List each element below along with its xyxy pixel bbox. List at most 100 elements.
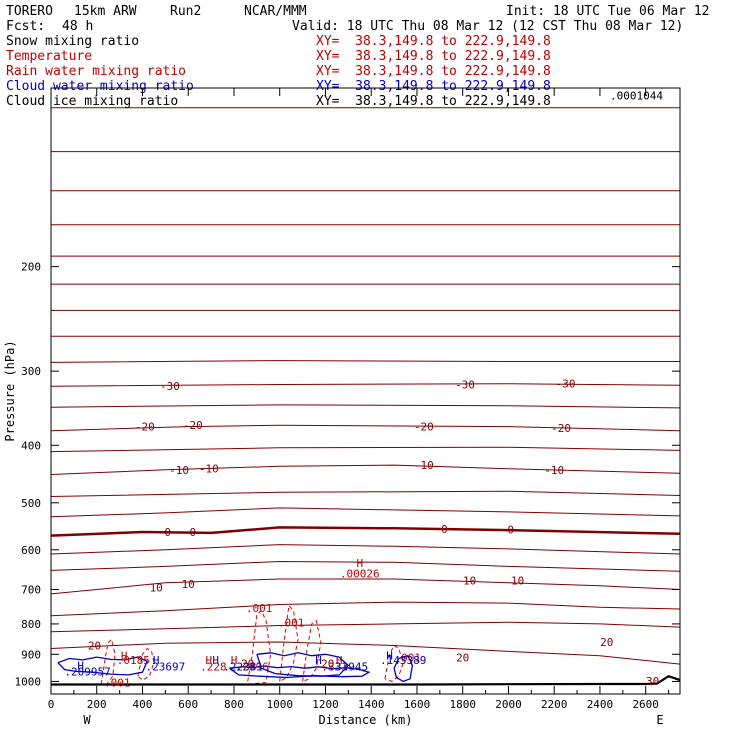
contour-label-6: -20	[551, 422, 571, 435]
contour-label-23: 20	[321, 657, 334, 670]
contour-label-9: -10	[414, 459, 434, 472]
header-run: Run2	[170, 4, 202, 19]
x-tick-label-0: 0	[48, 698, 55, 711]
y-tick-label-1: 300	[21, 365, 41, 378]
contour-label-10: -10	[544, 464, 564, 477]
isotherm-9	[50, 383, 681, 387]
isotherm-19	[50, 578, 681, 595]
header-resolution: 15km ARW	[74, 4, 137, 19]
y-tick-label-4: 600	[21, 544, 41, 557]
x-tick-label-7: 1400	[358, 698, 385, 711]
x-tick-label-3: 600	[178, 698, 198, 711]
contour-label-16: 10	[182, 578, 195, 591]
x-tick-label-13: 2600	[632, 698, 659, 711]
contour-label-33: H	[205, 654, 212, 667]
isotherm-10	[50, 404, 681, 409]
y-tick-label-6: 800	[21, 618, 41, 631]
isotherm-layer	[50, 107, 681, 665]
isotherm-20	[50, 601, 681, 617]
annotation-layer: -30 -30 -30 -20 -20 -20 -20 -10 -10 -10 -10 0 0 0 0 10 1…	[64, 90, 663, 690]
contour-label-0: -30	[160, 380, 180, 393]
contour-label-40: .23697	[146, 661, 186, 674]
contour-label-29: .001	[104, 677, 131, 690]
x-tick-label-4: 800	[224, 698, 244, 711]
legend-xy-1: XY= 38.3,149.8 to 222.9,149.8	[316, 49, 551, 64]
y-tick-label-2: 400	[21, 439, 41, 452]
plot-frame	[50, 87, 681, 695]
axis-layer: 0 200 400 600 800 1000 1200 1400 1600 1800 2000 220…	[3, 88, 680, 727]
contour-label-44: .22381	[223, 661, 263, 674]
x-tick-label-10: 2000	[495, 698, 522, 711]
legend-name-3: Cloud water mixing ratio	[6, 79, 194, 94]
contour-label-1: -30	[455, 379, 475, 392]
isotherm-18	[50, 560, 681, 572]
contour-label-11: 0	[164, 526, 171, 539]
contour-label-12: 0	[189, 526, 196, 539]
contour-label-20: 20	[600, 636, 613, 649]
header-fcst-label: Fcst:	[6, 19, 46, 34]
contour-label-25: H	[356, 557, 363, 570]
header-valid: Valid: 18 UTC Thu 08 Mar 12 (12 CST Thu …	[292, 19, 684, 34]
x-axis-east-label: E	[656, 713, 663, 727]
contour-label-13: 0	[441, 523, 448, 536]
contour-label-38: .331	[321, 661, 348, 674]
legend-name-0: Snow mixing ratio	[6, 34, 140, 49]
contour-label-47: H	[386, 649, 393, 662]
x-tick-label-11: 2200	[541, 698, 568, 711]
contour-label-2: -30	[556, 378, 576, 391]
contour-label-14: 0	[507, 524, 514, 537]
isotherm-15	[50, 507, 681, 518]
cloud-water-layer	[57, 652, 414, 683]
isotherm-11	[50, 424, 681, 432]
contour-label-15: 10	[150, 582, 163, 595]
legend-name-1: Temperature	[6, 49, 93, 64]
contour-label-43: H	[212, 654, 219, 667]
rain-contour-0	[247, 609, 272, 684]
legend-xy-0: XY= 38.3,149.8 to 222.9,149.8	[316, 34, 551, 49]
cloud-water-contour-0	[57, 656, 148, 676]
x-tick-label-2: 400	[133, 698, 153, 711]
y-tick-label-8: 1000	[15, 675, 42, 688]
contour-label-18: 10	[511, 575, 524, 588]
contour-label-21: 20	[456, 652, 469, 665]
isotherm-21	[50, 621, 681, 633]
contour-label-37: H	[336, 654, 343, 667]
terrain-line	[51, 674, 681, 686]
contour-label-19: 20	[88, 640, 101, 653]
contour-label-30: .001	[395, 652, 422, 665]
x-tick-label-12: 2400	[587, 698, 614, 711]
contour-label-42: .209957	[64, 665, 110, 678]
x-tick-label-9: 1800	[449, 698, 476, 711]
legend-name-4: Cloud ice mixing ratio	[6, 94, 179, 109]
x-tick-label-8: 1600	[404, 698, 431, 711]
isotherm-13	[50, 464, 681, 475]
isotherm-14	[50, 490, 681, 497]
y-tick-label-5: 700	[21, 584, 41, 597]
contour-label-5: -20	[414, 421, 434, 434]
contour-label-8: -10	[199, 463, 219, 476]
contour-label-17: 10	[463, 575, 476, 588]
contour-label-34: .228	[200, 661, 227, 674]
x-tick-label-1: 200	[87, 698, 107, 711]
contour-label-49: .0001044	[610, 90, 663, 103]
rain-contour-3	[100, 638, 116, 685]
isotherm-17	[50, 544, 681, 555]
contour-label-24: 30	[646, 675, 659, 688]
x-axis-west-label: W	[83, 713, 91, 727]
header-org: NCAR/MMM	[244, 4, 307, 19]
y-tick-label-7: 900	[21, 648, 41, 661]
contour-label-48: .143389	[380, 654, 426, 667]
rain-contour-4	[137, 647, 155, 681]
contour-label-46: .33945	[328, 661, 368, 674]
isotherm-22	[50, 641, 681, 665]
legend-xy-3: XY= 38.3,149.8 to 222.9,149.8	[316, 79, 551, 94]
x-tick-label-6: 1200	[312, 698, 339, 711]
isotherm-8	[50, 360, 680, 363]
contour-label-27: .001	[246, 602, 273, 615]
contour-label-3: -20	[135, 421, 155, 434]
cloud-water-contour-1	[256, 652, 350, 677]
y-tick-label-0: 200	[21, 261, 41, 274]
contour-label-35: H	[231, 654, 238, 667]
ground-layer	[51, 674, 681, 686]
